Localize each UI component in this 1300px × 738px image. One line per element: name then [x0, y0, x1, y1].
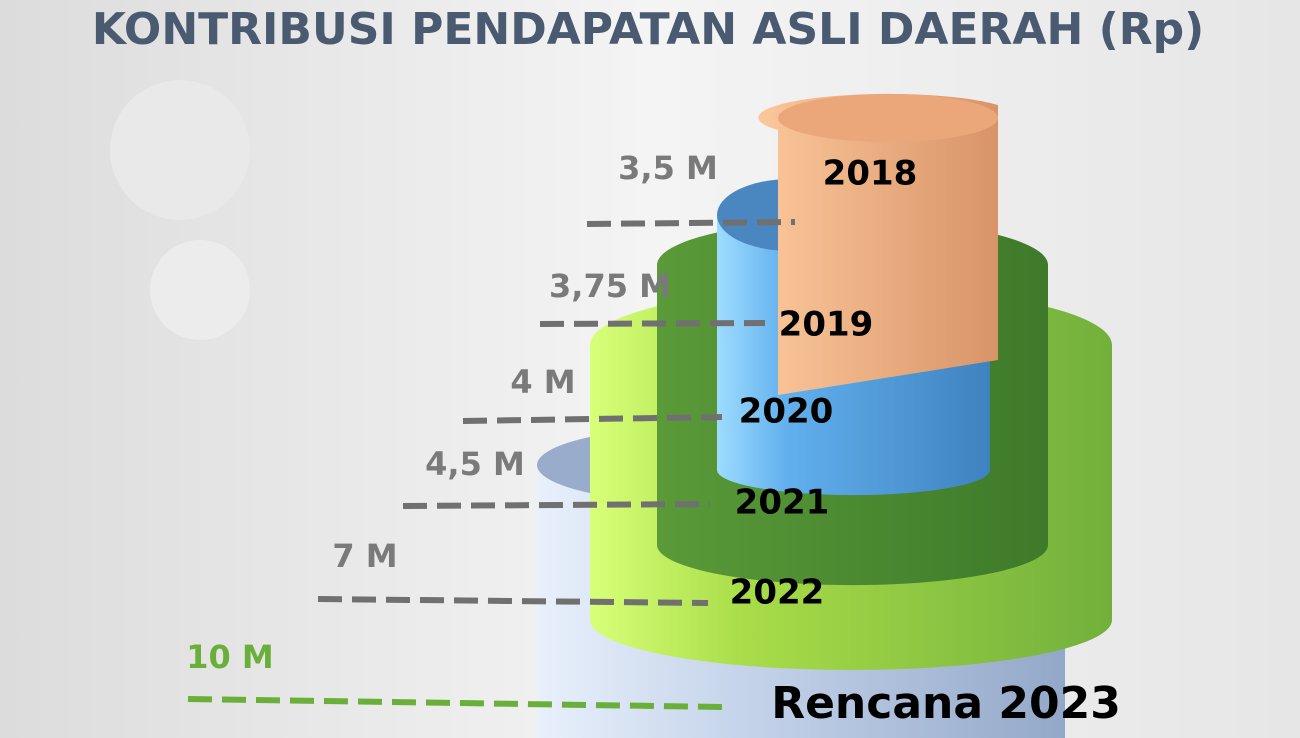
year-label: Rencana 2023 [771, 678, 1121, 729]
year-label: 2022 [730, 573, 825, 613]
title: KONTRIBUSI PENDAPATAN ASLI DAERAH (Rp) [92, 4, 1204, 55]
value-label: 7 M [332, 537, 397, 575]
background-blur [110, 80, 250, 220]
guides [187, 219, 796, 710]
year-label: 2019 [779, 305, 874, 345]
value-label: 4 M [510, 363, 575, 401]
guide-line [586, 219, 796, 227]
background-blur [150, 240, 250, 340]
value-label: 4,5 M [425, 445, 525, 483]
value-label: 10 M [186, 638, 274, 676]
guide-line [402, 501, 711, 509]
value-label: 3,5 M [618, 149, 718, 187]
cylinders [537, 93, 1112, 738]
guide-line [317, 596, 709, 606]
guide-line [539, 320, 766, 327]
cylinder-2018 [758, 93, 998, 395]
cylinder-top [778, 94, 998, 142]
year-label: 2020 [739, 392, 834, 432]
guide-line [187, 696, 725, 710]
year-label: 2018 [823, 154, 918, 194]
year-label: 2021 [735, 483, 830, 523]
guide-line [462, 414, 723, 424]
value-label: 3,75 M [549, 267, 671, 305]
